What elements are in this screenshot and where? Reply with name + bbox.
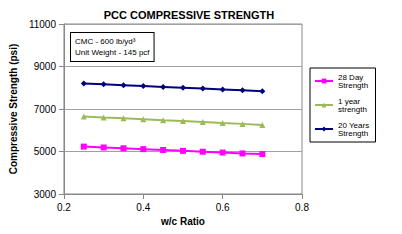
svg-text:0.4: 0.4: [136, 202, 150, 213]
svg-text:0.2: 0.2: [57, 202, 71, 213]
svg-text:Strength: Strength: [338, 129, 368, 138]
svg-text:strength: strength: [338, 105, 367, 114]
svg-text:CMC - 600 lb/yd³: CMC - 600 lb/yd³: [75, 37, 136, 46]
svg-text:0.6: 0.6: [216, 202, 230, 213]
svg-text:3000: 3000: [34, 189, 57, 200]
svg-text:0.8: 0.8: [295, 202, 309, 213]
svg-text:7000: 7000: [34, 104, 57, 115]
svg-text:PCC COMPRESSIVE STRENGTH: PCC COMPRESSIVE STRENGTH: [104, 9, 275, 21]
svg-text:11000: 11000: [29, 19, 57, 30]
svg-text:28 Day: 28 Day: [338, 72, 366, 82]
svg-text:1 year: 1 year: [338, 96, 363, 106]
svg-text:5000: 5000: [34, 146, 57, 157]
svg-text:Unit Weight - 145 pcf: Unit Weight - 145 pcf: [75, 48, 150, 57]
svg-text:Strength: Strength: [338, 81, 368, 90]
svg-text:w/c Ratio: w/c Ratio: [160, 216, 205, 227]
svg-text:9000: 9000: [34, 61, 57, 72]
svg-text:Compressive Strength (psi): Compressive Strength (psi): [8, 44, 19, 175]
svg-text:20 Years: 20 Years: [338, 120, 372, 130]
